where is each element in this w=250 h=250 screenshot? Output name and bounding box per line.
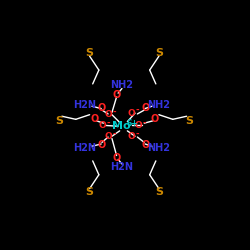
Text: S: S — [86, 187, 94, 197]
Text: O: O — [142, 140, 150, 150]
Text: S: S — [86, 48, 94, 58]
Text: -: - — [113, 108, 116, 117]
Text: O: O — [97, 103, 105, 113]
Text: O: O — [104, 110, 112, 119]
Text: O: O — [90, 114, 98, 124]
Text: O: O — [127, 109, 135, 118]
Text: -: - — [136, 130, 140, 138]
Text: NH2: NH2 — [110, 80, 134, 90]
Text: H2N: H2N — [110, 162, 134, 172]
Text: O: O — [104, 132, 112, 141]
Text: -: - — [113, 130, 116, 138]
Text: -: - — [136, 106, 140, 115]
Text: -: - — [106, 119, 110, 128]
Text: S: S — [55, 116, 63, 126]
Text: O: O — [98, 121, 106, 130]
Text: 6+: 6+ — [126, 119, 138, 128]
Text: O: O — [142, 103, 150, 113]
Text: O: O — [134, 121, 142, 130]
Text: Mo: Mo — [112, 121, 130, 131]
Text: S: S — [155, 48, 163, 58]
Text: NH2: NH2 — [148, 100, 171, 110]
Text: O: O — [112, 153, 121, 163]
Text: O: O — [151, 114, 159, 124]
Text: -: - — [143, 119, 146, 128]
Text: O: O — [112, 90, 121, 100]
Text: S: S — [186, 116, 194, 126]
Text: H2N: H2N — [73, 100, 96, 110]
Text: O: O — [127, 132, 135, 141]
Text: O: O — [97, 140, 105, 150]
Text: S: S — [155, 187, 163, 197]
Text: NH2: NH2 — [148, 143, 171, 153]
Text: H2N: H2N — [73, 143, 96, 153]
